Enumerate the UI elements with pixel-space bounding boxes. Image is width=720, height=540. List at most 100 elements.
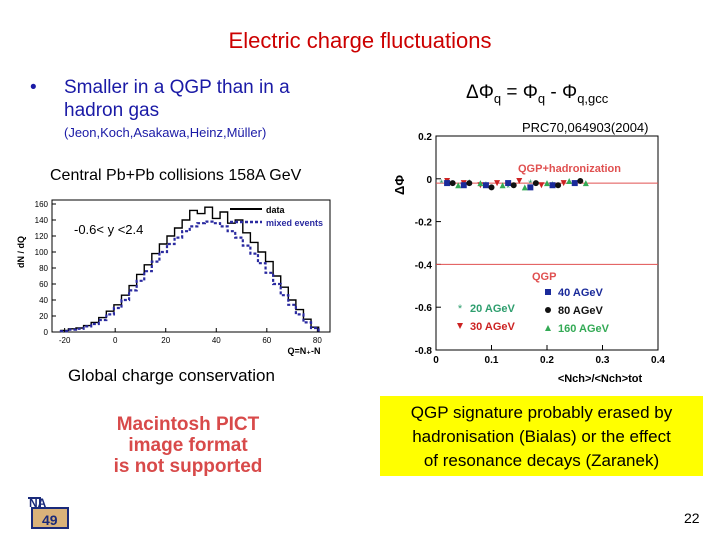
x-tick-label: 0.1 [485,355,499,366]
formula-mid-sub: q [537,90,546,106]
legend-label-30-agev: 30 AGeV [470,321,516,333]
y-tick-label: -0.4 [415,260,433,271]
legend-mixed-label: mixed events [266,218,323,228]
y-tick-label: 20 [39,312,48,321]
pict-line: Macintosh PICT [116,414,260,435]
point-160-agev [455,182,462,189]
x-tick-label: 0.4 [651,355,665,366]
legend-marker-80-agev [545,307,551,313]
y-tick-label: 80 [39,264,48,273]
annotation-qgp: QGP [532,271,556,283]
x-tick-label: -20 [59,336,71,345]
x-tick-label: 20 [161,336,170,345]
qgp-box-line: of resonance decays (Zaranek) [423,451,660,470]
point-80-agev [510,182,517,189]
legend-marker-20-agev: * [458,303,463,315]
point-20-agev: * [451,180,456,192]
series-mixed-events [59,220,320,333]
logo-text-top: NA [29,496,47,510]
formula: ΔΦq = Φq - Φq,gcc [466,82,608,106]
point-40-agev [460,182,467,189]
y-tick-label: 40 [39,296,48,305]
legend-marker-160-agev [545,325,551,331]
point-80-agev [449,180,456,187]
point-80-agev [577,177,584,184]
point-40-agev [571,180,578,187]
y-tick-label: -0.6 [415,303,433,314]
point-40-agev [505,180,512,187]
legend-label-40-agev: 40 AGeV [558,287,604,299]
legend-marker-40-agev [545,289,551,295]
x-tick-label: 40 [212,336,221,345]
qgp-box-line: QGP signature probably erased by [410,403,673,422]
y-tick-label: 160 [35,200,49,209]
legend-label-80-agev: 80 AGeV [558,305,604,317]
references: (Jeon,Koch,Asakawa,Heinz,Müller) [64,125,267,140]
formula-minus: - Φ [545,82,578,103]
x-tick-label: 0.2 [540,355,554,366]
histogram-annotation: -0.6< y <2.4 [74,222,143,237]
bullet-text: Smaller in a QGP than in a hadron gas [64,77,290,121]
x-tick-label: 0 [113,336,118,345]
point-20-agev: * [528,178,533,190]
pict-line: image format [128,435,248,456]
page-number: 22 [684,510,700,526]
x-tick-label: 60 [262,336,271,345]
histogram-frame [51,199,331,333]
y-tick-label: 0 [44,328,49,337]
prc-reference: PRC70,064903(2004) [522,120,649,135]
point-160-agev [521,184,528,191]
point-160-agev [582,180,589,187]
point-20-agev: * [506,182,511,194]
point-80-agev [466,180,473,187]
point-40-agev [444,180,451,187]
y-tick-label: 0 [426,175,432,186]
point-80-agev [488,184,495,191]
point-80-agev [555,182,562,189]
central-collisions-label: Central Pb+Pb collisions 158A GeV [50,167,302,184]
point-40-agev [482,182,489,189]
point-20-agev: * [439,178,444,190]
pict-placeholder: Macintosh PICT image format is not suppo… [88,414,288,477]
pict-line: is not supported [113,456,263,477]
y-tick-label: 60 [39,280,48,289]
delta-phi-plot: 0.20-0.2-0.4-0.6-0.800.10.20.30.4*******… [392,132,665,385]
annotation-qgp-hadronization: QGP+hadronization [518,163,621,175]
na49-logo: NA 49 [28,496,69,529]
bullet-symbol: • [30,77,37,98]
formula-rhs-sub: q,gcc [577,90,609,106]
global-charge-label: Global charge conservation [68,366,275,385]
histogram-ylabel: dN / dQ [16,236,26,268]
qgp-box-line: hadronisation (Bialas) or the effect [412,427,671,446]
point-40-agev [549,182,556,189]
point-160-agev [499,182,506,189]
point-30-agev [538,182,545,189]
slide-title: Electric charge fluctuations [228,28,492,53]
legend-label-20-agev: 20 AGeV [470,303,516,315]
point-40-agev [527,184,534,191]
y-tick-label: -0.2 [415,218,433,229]
formula-lhs-sub: q [493,90,502,106]
x-tick-label: 0.3 [596,355,610,366]
series-data [60,206,320,332]
y-tick-label: 100 [35,248,49,257]
scatter-ylabel: ΔΦ [392,175,407,195]
qgp-signature-box: QGP signature probably erased by hadroni… [380,396,703,476]
point-30-agev [494,180,501,187]
point-160-agev [477,180,484,187]
logo-text-bottom: 49 [42,512,58,528]
legend-data-label: data [266,205,286,215]
y-tick-label: -0.8 [415,346,433,357]
point-160-agev [544,180,550,187]
histogram-xlabel: Q=N₊-N [287,346,320,356]
point-80-agev [532,180,539,187]
point-30-agev [560,180,567,187]
charge-histogram: -20 0 20 40 60 80 0 20 40 60 80 100 120 140 160 dN / d… [16,199,331,356]
legend-marker-30-agev [457,323,463,329]
formula-lhs: ΔΦ [466,82,494,103]
x-tick-label: 0 [433,355,439,366]
point-30-agev [516,177,523,184]
scatter-xlabel: <Nch>/<Nch>tot [558,373,643,385]
y-tick-label: 120 [35,232,49,241]
y-tick-label: 140 [35,216,49,225]
